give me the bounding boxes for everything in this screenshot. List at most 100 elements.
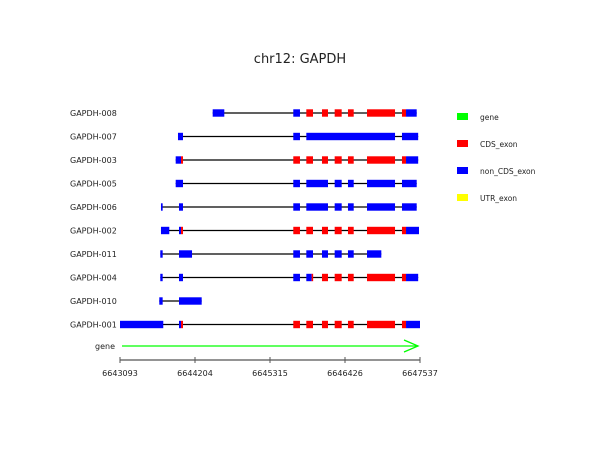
transcript-row: GAPDH-002 [70,227,419,236]
cds-exon [293,320,300,329]
non-cds-exon [347,203,354,211]
non-cds-exon [293,179,300,188]
cds-exon [321,226,328,235]
non-cds-exon [401,132,419,141]
non-cds-exon [406,320,420,329]
transcript-label: GAPDH-007 [70,133,117,142]
chart-title: chr12: GAPDH [254,52,346,67]
non-cds-exon [179,297,202,305]
non-cds-exon [367,250,382,258]
cds-exon [321,320,328,329]
cds-exon [401,226,407,235]
non-cds-exon [406,109,417,117]
cds-exon [334,109,342,117]
axis-tick-label: 6647537 [402,369,438,378]
cds-exon [401,109,407,117]
cds-exon [181,156,183,164]
axis-tick-label: 6644204 [177,369,213,378]
non-cds-exon [367,203,396,211]
cds-exon [321,273,328,282]
transcript-row: GAPDH-008 [70,109,417,118]
non-cds-exon [306,250,314,258]
non-cds-exon [401,203,417,211]
cds-exon [311,273,314,282]
legend-swatch [457,167,468,174]
non-cds-exon [179,320,182,329]
legend: gene CDS_exon non_CDS_exon UTR_exon [457,113,536,203]
non-cds-exon [334,179,342,188]
cds-exon [334,156,342,164]
axis-tick-label: 6645315 [252,369,288,378]
axis-tick-label: 6643093 [102,369,138,378]
non-cds-exon [293,203,300,211]
cds-exon [334,226,342,235]
non-cds-exon [306,273,312,282]
cds-exon [401,320,407,329]
cds-exon [347,109,354,117]
cds-exon [293,226,300,235]
cds-exon [401,156,407,164]
non-cds-exon [347,250,354,258]
cds-exon [347,226,354,235]
non-cds-exon [347,179,354,188]
cds-exon [367,320,396,329]
cds-exon [181,320,183,329]
non-cds-exon [321,250,328,258]
transcript-row: GAPDH-011 [70,250,382,259]
transcript-row: GAPDH-001 [70,321,420,330]
non-cds-exon [160,250,163,258]
legend-label: gene [480,113,499,122]
non-cds-exon [177,132,183,141]
gene-track: gene [95,339,420,353]
non-cds-exon [160,273,163,282]
cds-exon [367,109,396,117]
cds-exon [306,226,314,235]
non-cds-exon [293,132,300,141]
non-cds-exon [334,203,342,211]
transcript-label: GAPDH-010 [70,297,117,306]
non-cds-exon [159,297,163,305]
x-axis: 6643093 6644204 6645315 6646426 6647537 [102,357,438,378]
transcript-label: GAPDH-011 [70,250,117,259]
non-cds-exon [179,250,193,258]
non-cds-exon [160,203,163,211]
legend-item: gene [457,113,499,122]
non-cds-exon [306,179,328,188]
cds-exon [334,273,342,282]
transcript-label: GAPDH-002 [70,227,117,236]
non-cds-exon [293,250,300,258]
legend-swatch [457,194,468,201]
cds-exon [334,320,342,329]
cds-exon [306,156,314,164]
legend-item: UTR_exon [457,194,517,203]
legend-swatch [457,113,468,120]
non-cds-exon [406,273,419,282]
legend-label: non_CDS_exon [480,167,536,176]
transcript-row: GAPDH-010 [70,297,202,306]
cds-exon [321,156,328,164]
transcript-label: GAPDH-008 [70,109,117,118]
non-cds-exon [293,109,300,117]
transcript-tracks: GAPDH-008 GAPDH-007 GAPDH-003 GAPDH-005 GAPD… [70,109,420,330]
cds-exon [321,109,328,117]
legend-label: UTR_exon [480,194,517,203]
legend-item: CDS_exon [457,140,518,149]
transcript-row: GAPDH-003 [70,156,419,165]
non-cds-exon [179,226,182,235]
transcript-label: GAPDH-006 [70,203,117,212]
transcript-label: GAPDH-005 [70,180,117,189]
transcript-row: GAPDH-005 [70,180,417,189]
legend-swatch [457,140,468,147]
non-cds-exon [179,273,183,282]
cds-exon [293,156,300,164]
legend-item: non_CDS_exon [457,167,536,176]
transcript-label: GAPDH-003 [70,156,117,165]
cds-exon [347,273,354,282]
non-cds-exon [401,179,417,188]
non-cds-exon [406,226,419,235]
non-cds-exon [179,203,183,211]
non-cds-exon [175,156,182,164]
non-cds-exon [306,132,396,141]
non-cds-exon [306,203,328,211]
